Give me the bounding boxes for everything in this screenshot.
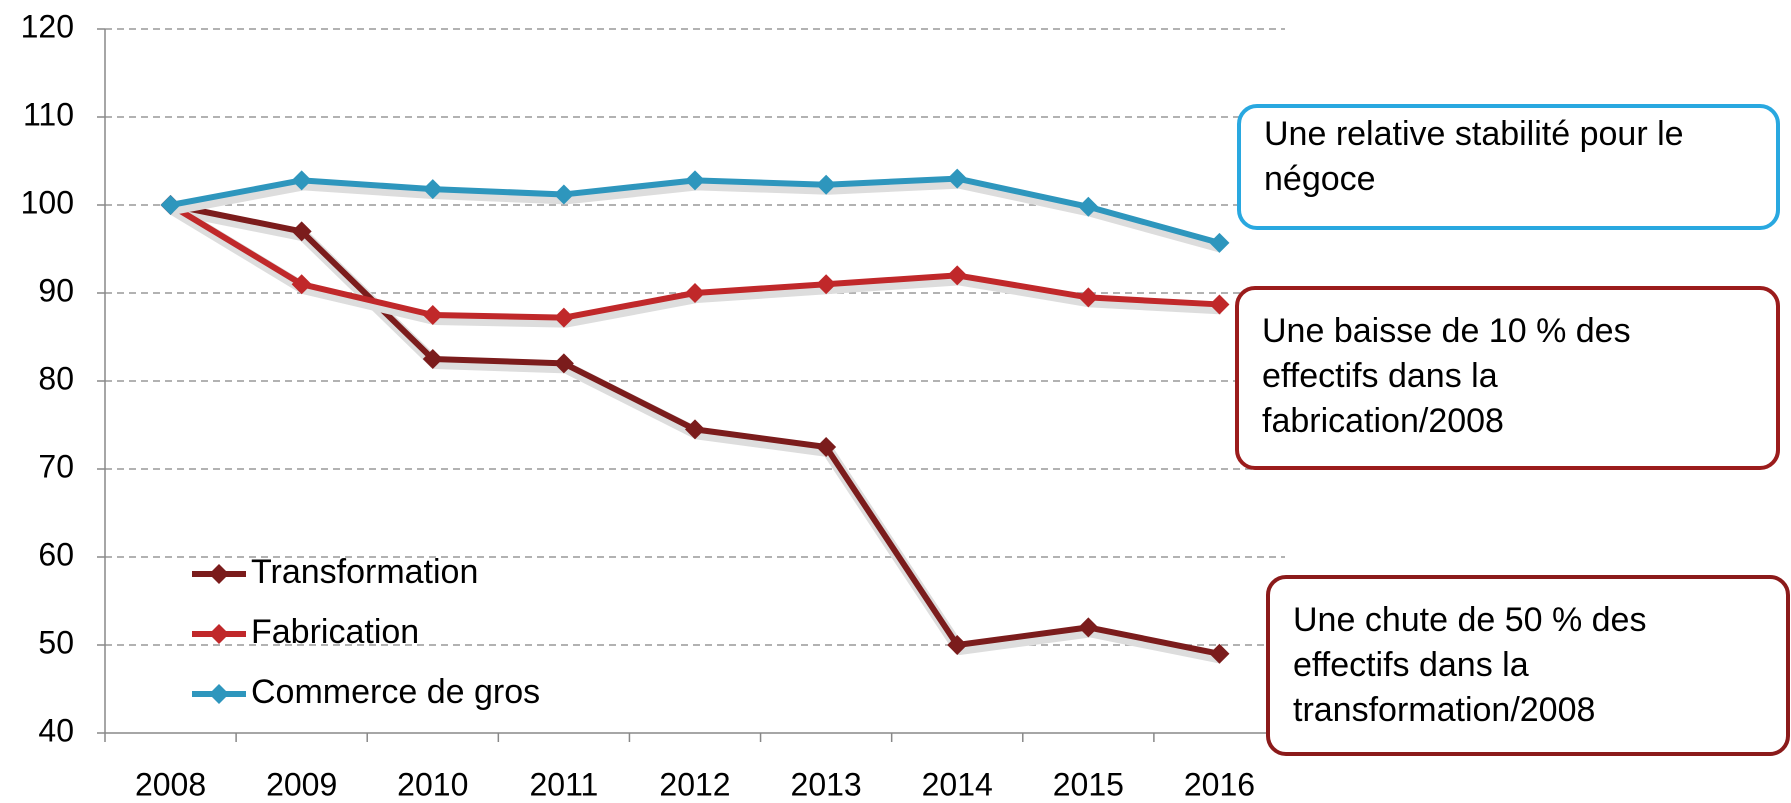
y-tick-label: 50 bbox=[38, 624, 74, 660]
y-tick-label: 110 bbox=[23, 96, 74, 132]
marker bbox=[1078, 196, 1099, 217]
marker bbox=[685, 170, 705, 191]
marker bbox=[553, 353, 574, 374]
marker bbox=[685, 419, 705, 440]
marker bbox=[947, 168, 968, 189]
x-tick-label: 2015 bbox=[1053, 766, 1124, 802]
annotation-text: Une baisse de 10 % des bbox=[1262, 312, 1631, 350]
x-tick-label: 2009 bbox=[266, 766, 337, 802]
legend-label: Transformation bbox=[251, 553, 478, 591]
annotation-text: effectifs dans la bbox=[1262, 357, 1498, 395]
marker bbox=[422, 305, 443, 325]
marker bbox=[291, 274, 312, 295]
marker bbox=[1209, 294, 1230, 315]
annotation-box bbox=[1235, 286, 1780, 470]
marker bbox=[1078, 287, 1099, 308]
annotation-text: transformation/2008 bbox=[1293, 691, 1595, 729]
x-tick-label: 2011 bbox=[529, 766, 598, 802]
annotation-text: fabrication/2008 bbox=[1262, 402, 1504, 440]
x-tick-label: 2010 bbox=[397, 766, 468, 802]
x-tick-label: 2016 bbox=[1184, 766, 1255, 802]
annotation-text: négoce bbox=[1264, 160, 1376, 198]
x-tick-label: 2012 bbox=[659, 766, 730, 802]
marker bbox=[816, 437, 837, 457]
y-tick-label: 60 bbox=[38, 536, 74, 572]
legend-marker bbox=[209, 564, 229, 584]
marker bbox=[160, 195, 181, 215]
line-shadow bbox=[171, 176, 1224, 253]
marker bbox=[685, 283, 705, 303]
marker bbox=[816, 274, 837, 295]
y-tick-label: 120 bbox=[21, 8, 74, 44]
y-tick-label: 80 bbox=[38, 360, 74, 396]
marker bbox=[291, 170, 312, 191]
marker bbox=[553, 307, 574, 328]
marker bbox=[1078, 617, 1099, 638]
y-tick-label: 40 bbox=[38, 712, 74, 748]
marker bbox=[947, 635, 968, 655]
annotation-text: Une relative stabilité pour le bbox=[1264, 115, 1684, 153]
marker bbox=[816, 174, 837, 195]
y-tick-label: 90 bbox=[38, 272, 74, 308]
legend-label: Fabrication bbox=[251, 613, 419, 651]
marker bbox=[947, 265, 968, 286]
marker bbox=[291, 221, 312, 242]
marker bbox=[422, 349, 443, 369]
legend-marker bbox=[209, 624, 229, 644]
legend-label: Commerce de gros bbox=[251, 673, 540, 711]
marker bbox=[1209, 232, 1230, 253]
annotation-text: effectifs dans la bbox=[1293, 646, 1529, 684]
marker bbox=[1209, 643, 1230, 664]
y-tick-label: 70 bbox=[38, 448, 74, 484]
legend-marker bbox=[209, 684, 229, 704]
annotation-text: Une chute de 50 % des bbox=[1293, 601, 1646, 639]
x-tick-label: 2013 bbox=[791, 766, 862, 802]
annotation-box bbox=[1266, 575, 1790, 756]
marker bbox=[553, 184, 574, 205]
marker bbox=[422, 179, 443, 200]
x-tick-label: 2008 bbox=[135, 766, 206, 802]
y-tick-label: 100 bbox=[21, 184, 74, 220]
annotation-box bbox=[1237, 104, 1780, 230]
x-tick-label: 2014 bbox=[922, 766, 993, 802]
